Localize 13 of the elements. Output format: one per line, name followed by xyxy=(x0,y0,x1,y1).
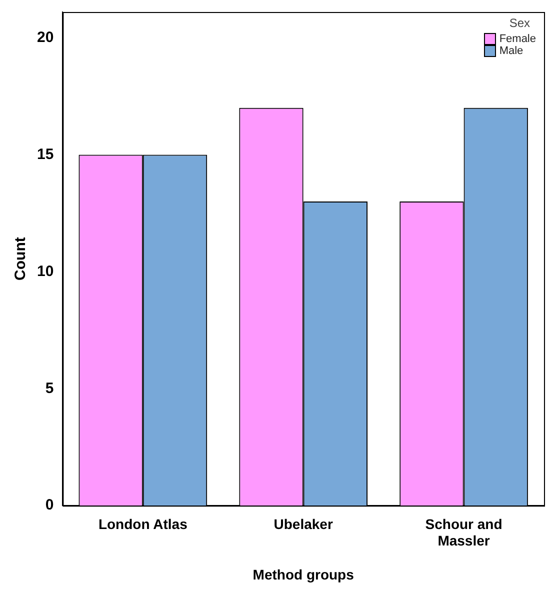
y-tick-label: 15 xyxy=(36,146,54,163)
legend-label: Female xyxy=(499,33,536,45)
y-tick-label: 0 xyxy=(45,496,54,514)
y-tick-label: 10 xyxy=(36,262,54,280)
x-tick-label: Schour and Massler xyxy=(425,516,502,549)
x-tick-label: Ubelaker xyxy=(274,516,334,532)
y-axis-title: Count xyxy=(12,237,30,280)
legend-title: Sex xyxy=(508,16,531,30)
y-tick-label: 5 xyxy=(45,380,54,397)
x-tick-label: London Atlas xyxy=(98,516,188,532)
y-tick-label: 20 xyxy=(36,28,54,46)
legend-label: Male xyxy=(499,45,524,57)
x-axis-title: Method groups xyxy=(252,566,354,582)
